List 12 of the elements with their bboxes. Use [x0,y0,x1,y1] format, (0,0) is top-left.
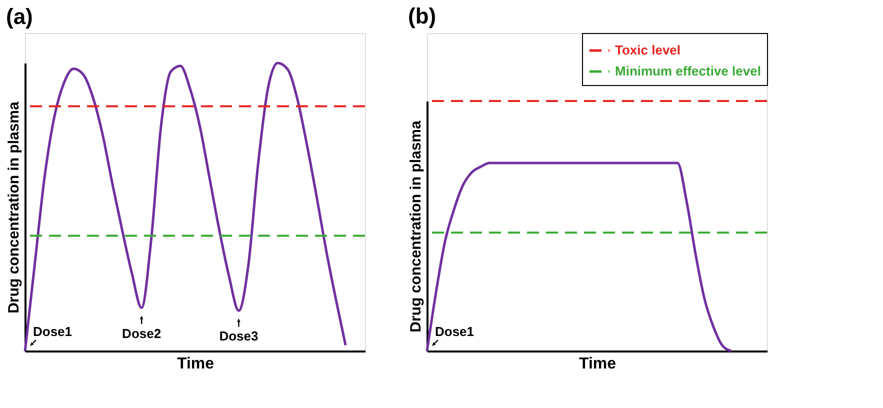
annotation: Dose1 [33,324,72,339]
legend-label: Minimum effective level [615,64,761,78]
legend-label: Toxic level [615,42,681,58]
annotation: Dose2 [122,326,162,341]
x-axis-title: Time [578,356,616,372]
annotation: Dose1 [435,324,474,339]
chart-title: (b) [408,4,436,28]
x-axis-title: Time [176,356,214,372]
annotation: Dose3 [219,328,258,344]
chart-title: (a) [6,4,33,29]
y-axis-title: Drug concentration in plasma [408,120,424,332]
y-axis-title: Drug concentration in plasma [6,100,22,314]
